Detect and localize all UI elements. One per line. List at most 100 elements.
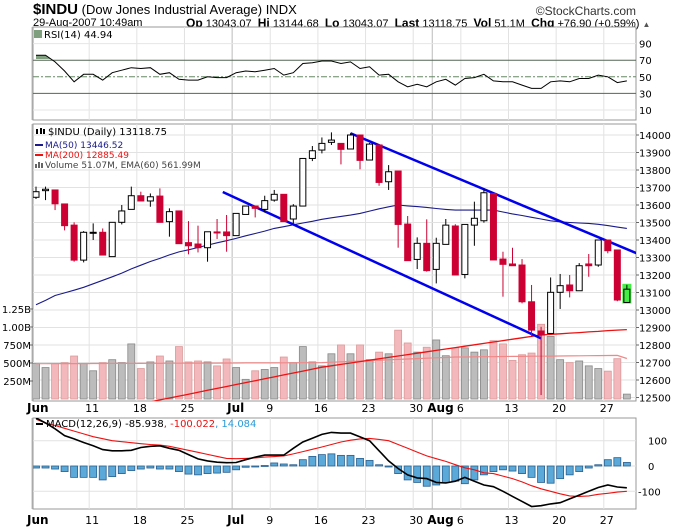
candle-body: [194, 243, 202, 249]
x-tick-label: 9: [266, 402, 273, 415]
volume-bar: [108, 359, 117, 400]
volume-bar: [508, 359, 517, 400]
candle: [33, 186, 40, 200]
volume-bar: [384, 353, 393, 400]
macd-histogram-bar: [60, 465, 69, 472]
macd-histogram-bar: [108, 465, 117, 478]
volume-bar: [575, 360, 584, 400]
volume-bar: [89, 370, 98, 400]
volume-bar: [289, 362, 298, 400]
candle: [165, 208, 173, 237]
macd-histogram-bar: [232, 465, 241, 471]
macd-histogram-bar: [175, 465, 183, 472]
candle: [194, 225, 202, 253]
x-tick-label: 9: [266, 514, 273, 527]
macd-histogram-bar: [470, 465, 479, 481]
macd-histogram-bar: [422, 465, 431, 487]
candle-body: [432, 242, 440, 270]
macd-histogram-bar: [279, 463, 288, 467]
candle-body: [528, 301, 536, 331]
volume-tick-label: 1.00B: [2, 323, 31, 334]
x-tick-label: 23: [362, 514, 376, 527]
candle-body: [461, 223, 469, 275]
candle: [242, 205, 250, 215]
up-arrow-icon: ▲: [642, 20, 651, 29]
volume-bar: [413, 351, 422, 400]
macd-histogram-bar: [556, 465, 565, 480]
candle-body: [623, 288, 631, 303]
candle: [42, 186, 50, 201]
candle: [604, 239, 612, 254]
volume-bar: [117, 362, 126, 400]
volume-bar: [527, 352, 536, 400]
candle: [356, 134, 364, 170]
volume-bar: [441, 355, 450, 400]
candle-body: [470, 217, 478, 226]
panel-frame: [32, 26, 637, 121]
macd-histogram-bar: [136, 465, 145, 470]
candle: [622, 283, 632, 304]
candle-body: [308, 150, 316, 159]
ma50-line: [35, 204, 627, 306]
candle-body: [356, 134, 364, 161]
candle-body: [261, 200, 269, 210]
volume-bar: [613, 358, 622, 400]
macd-histogram-bar: [613, 457, 622, 467]
x-tick-label: 13: [505, 514, 519, 527]
x-tick-label: 20: [552, 402, 566, 415]
macd-histogram-bar: [375, 464, 383, 467]
candle: [204, 231, 212, 262]
candle-body: [280, 193, 288, 223]
candle-body: [499, 258, 507, 265]
candle: [175, 210, 183, 245]
volume-bar: [451, 347, 460, 400]
rsi-tick-label: 50: [639, 73, 652, 84]
rsi-overbought-fill: [36, 55, 51, 59]
macd-histogram-bar: [155, 465, 164, 470]
candle: [327, 132, 335, 145]
macd-histogram-bar: [117, 465, 126, 474]
candle-body: [489, 192, 497, 261]
candle: [413, 237, 421, 270]
macd-signal-value: , -100.022: [164, 419, 215, 430]
rsi-tick-label: 10: [639, 106, 652, 117]
volume-bar: [213, 365, 221, 400]
volume-bar: [232, 367, 241, 400]
candle: [261, 195, 269, 213]
price-tick-label: 12700: [639, 359, 671, 370]
symbol: $INDU: [33, 1, 79, 18]
chart-title: $INDU (Dow Jones Industrial Average) IND…: [33, 1, 297, 18]
volume-bar: [327, 353, 336, 400]
macd-histogram-bar: [270, 462, 279, 467]
candle-body: [51, 189, 59, 205]
macd-histogram-bar: [317, 454, 326, 467]
candle: [51, 189, 59, 211]
candle: [547, 277, 555, 334]
price-tick-label: 13600: [639, 201, 671, 212]
stockcharts-watermark: ©StockCharts.com: [535, 4, 636, 18]
candle: [585, 254, 593, 277]
candle: [308, 146, 316, 162]
x-tick-label: 25: [180, 514, 194, 527]
candle: [99, 228, 107, 256]
candle-body: [604, 239, 612, 252]
volume-bar: [356, 344, 364, 400]
rsi-legend-icon: [34, 30, 42, 38]
candle-body: [146, 196, 154, 202]
candle: [232, 212, 240, 237]
candle-body: [223, 231, 231, 237]
macd-panel: [33, 418, 631, 508]
ma200-line: [151, 328, 627, 401]
macd-histogram-bar: [518, 465, 526, 474]
macd-histogram-bar: [41, 465, 50, 469]
macd-histogram-bar: [537, 465, 545, 483]
macd-histogram-bar: [346, 454, 355, 467]
macd-histogram-bar: [451, 465, 460, 482]
x-tick-label: 6: [457, 514, 464, 527]
price-legend: $INDU (Daily) 13118.75: [48, 127, 167, 138]
macd-histogram-bar: [213, 465, 221, 474]
macd-histogram-bar: [365, 460, 374, 467]
candle-body: [108, 221, 116, 258]
